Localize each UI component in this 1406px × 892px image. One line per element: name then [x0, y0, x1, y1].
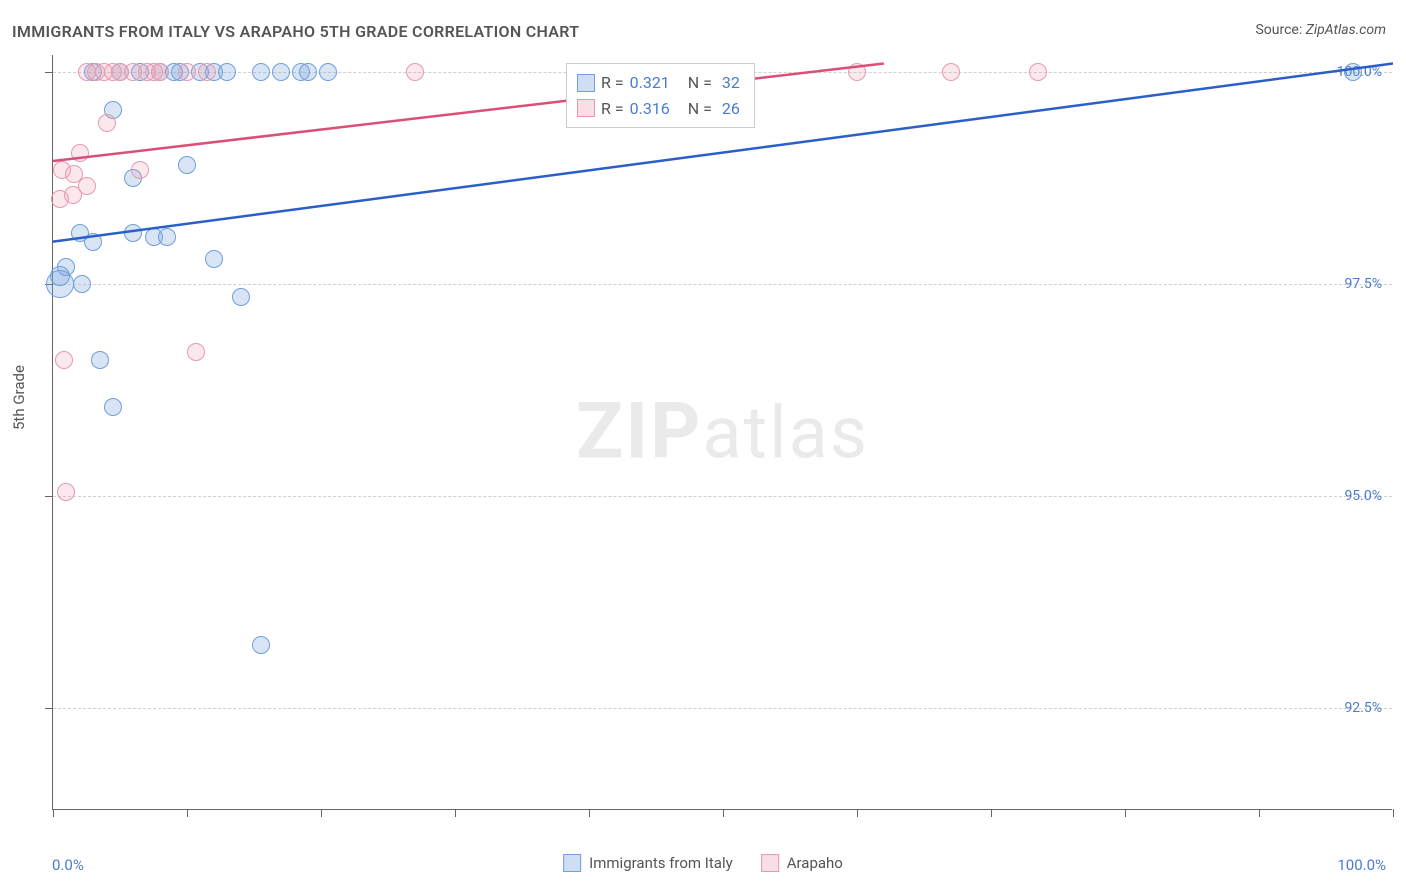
x-tick-mark [321, 809, 322, 817]
chart-plot-area: ZIPatlas 92.5%95.0%97.5%100.0% [52, 55, 1392, 810]
x-tick-mark [53, 809, 54, 817]
scatter-point-italy [205, 250, 223, 268]
series-legend-item: Immigrants from Italy [563, 854, 733, 872]
scatter-point-arapaho [55, 351, 73, 369]
chart-title: IMMIGRANTS FROM ITALY VS ARAPAHO 5TH GRA… [12, 22, 579, 41]
x-tick-mark [187, 809, 188, 817]
series-legend: Immigrants from Italy Arapaho [563, 854, 843, 872]
scatter-point-italy [91, 351, 109, 369]
y-tick-mark [45, 72, 53, 73]
scatter-point-arapaho [71, 144, 89, 162]
source-attribution: Source: ZipAtlas.com [1255, 22, 1386, 38]
x-tick-mark [1259, 809, 1260, 817]
scatter-point-italy [57, 258, 75, 276]
legend-text: R = [601, 70, 624, 96]
x-axis-max-label: 100.0% [1337, 856, 1386, 874]
series-legend-label: Arapaho [787, 854, 843, 872]
x-tick-mark [1125, 809, 1126, 817]
correlation-legend: R = 0.321 N = 32R = 0.316 N = 26 [566, 63, 755, 128]
scatter-point-italy [1344, 63, 1362, 81]
x-tick-mark [455, 809, 456, 817]
source-value: ZipAtlas.com [1306, 22, 1386, 38]
watermark-bold: ZIP [576, 387, 702, 478]
scatter-point-arapaho [57, 483, 75, 501]
scatter-point-italy [104, 398, 122, 416]
legend-row: R = 0.321 N = 32 [577, 70, 740, 96]
scatter-point-arapaho [178, 63, 196, 81]
scatter-point-arapaho [848, 63, 866, 81]
legend-swatch [563, 854, 581, 872]
x-tick-mark [723, 809, 724, 817]
legend-text: R = [601, 96, 624, 122]
scatter-point-italy [218, 63, 236, 81]
scatter-point-arapaho [151, 63, 169, 81]
legend-swatch [577, 74, 595, 92]
series-legend-item: Arapaho [761, 854, 843, 872]
scatter-point-italy [124, 224, 142, 242]
gridline-h [53, 284, 1392, 285]
y-axis-title: 5th Grade [10, 365, 28, 430]
scatter-point-italy [252, 636, 270, 654]
source-label: Source: [1255, 22, 1305, 38]
legend-swatch [577, 99, 595, 117]
legend-n-value: 32 [722, 70, 740, 96]
scatter-point-arapaho [1029, 63, 1047, 81]
x-axis-min-label: 0.0% [52, 856, 84, 874]
legend-text: N = [676, 70, 716, 96]
y-tick-label: 97.5% [1344, 276, 1382, 292]
scatter-point-italy [299, 63, 317, 81]
scatter-point-italy [84, 233, 102, 251]
legend-r-value: 0.321 [630, 70, 670, 96]
scatter-point-italy [272, 63, 290, 81]
legend-text: N = [676, 96, 716, 122]
x-tick-mark [589, 809, 590, 817]
scatter-point-arapaho [131, 161, 149, 179]
scatter-point-arapaho [78, 177, 96, 195]
scatter-point-arapaho [198, 63, 216, 81]
scatter-point-italy [232, 288, 250, 306]
legend-row: R = 0.316 N = 26 [577, 96, 740, 122]
scatter-point-arapaho [187, 343, 205, 361]
series-legend-label: Immigrants from Italy [589, 854, 733, 872]
watermark: ZIPatlas [576, 387, 869, 478]
y-tick-label: 95.0% [1344, 488, 1382, 504]
scatter-point-italy [73, 275, 91, 293]
scatter-point-arapaho [942, 63, 960, 81]
scatter-point-italy [178, 156, 196, 174]
scatter-point-arapaho [406, 63, 424, 81]
x-tick-mark [991, 809, 992, 817]
legend-r-value: 0.316 [630, 96, 670, 122]
x-tick-mark [1393, 809, 1394, 817]
scatter-point-italy [319, 63, 337, 81]
x-tick-mark [857, 809, 858, 817]
gridline-h [53, 708, 1392, 709]
legend-n-value: 26 [722, 96, 740, 122]
trend-lines [53, 55, 1393, 810]
gridline-h [53, 496, 1392, 497]
y-tick-mark [45, 708, 53, 709]
y-tick-mark [45, 496, 53, 497]
scatter-point-arapaho [98, 114, 116, 132]
scatter-point-italy [252, 63, 270, 81]
y-tick-label: 92.5% [1344, 700, 1382, 716]
legend-swatch [761, 854, 779, 872]
watermark-light: atlas [702, 391, 869, 476]
scatter-point-italy [158, 228, 176, 246]
